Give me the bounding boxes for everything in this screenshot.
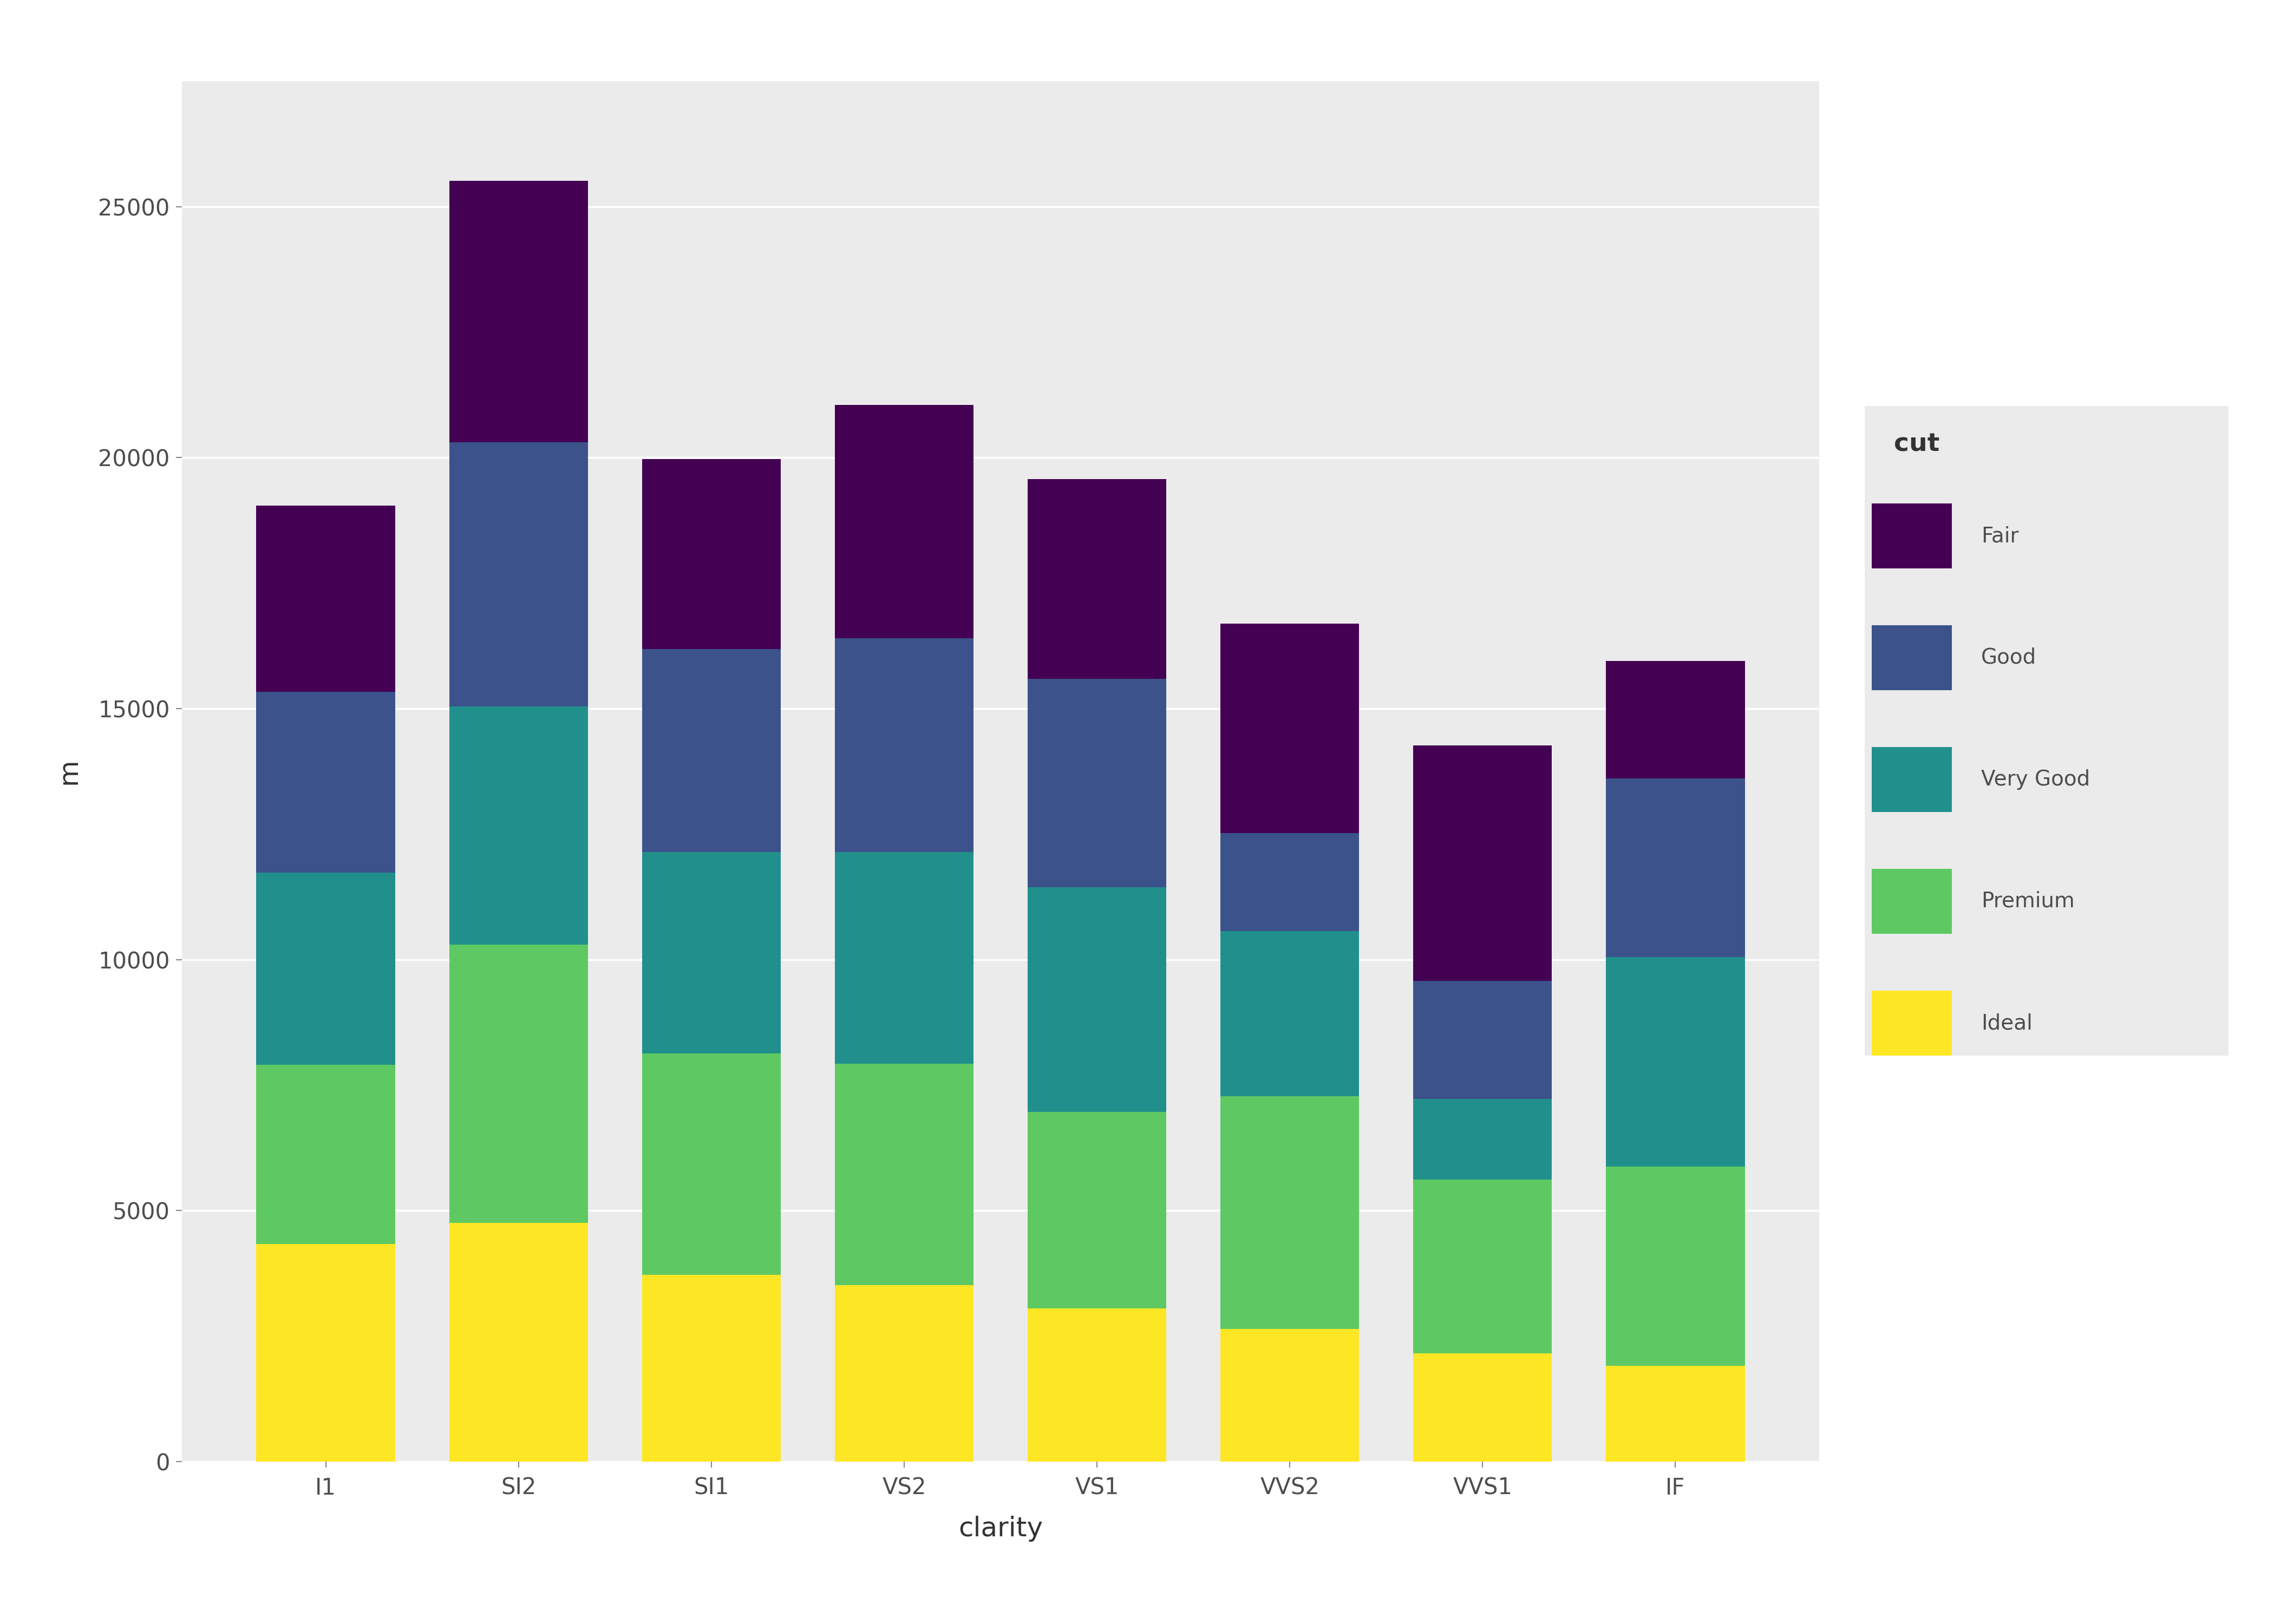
Text: Premium: Premium [1981, 892, 2074, 911]
Bar [1028, 679, 1167, 887]
Y-axis label: m: m [55, 758, 82, 784]
Bar [1605, 661, 1744, 778]
Bar [1028, 887, 1167, 1112]
Text: Very Good: Very Good [1981, 770, 2090, 789]
FancyBboxPatch shape [1872, 869, 1951, 934]
Bar [641, 1054, 780, 1275]
Bar [450, 442, 589, 706]
Bar [1412, 1179, 1551, 1353]
X-axis label: clarity: clarity [957, 1515, 1044, 1541]
Bar [1412, 1099, 1551, 1179]
Bar [1221, 1096, 1360, 1328]
Bar [450, 1223, 589, 1462]
Bar [1221, 624, 1360, 833]
Bar [257, 1065, 396, 1244]
Bar [835, 638, 973, 853]
Bar [1605, 1366, 1744, 1462]
Bar [641, 1275, 780, 1462]
Bar [1412, 1353, 1551, 1462]
Bar [257, 872, 396, 1065]
Bar [1028, 1112, 1167, 1309]
Bar [450, 706, 589, 945]
FancyBboxPatch shape [1872, 747, 1951, 812]
Bar [1221, 833, 1360, 931]
Bar [450, 180, 589, 442]
FancyBboxPatch shape [1872, 503, 1951, 568]
Bar [835, 404, 973, 638]
Bar [835, 853, 973, 1064]
Bar [1028, 1309, 1167, 1462]
Bar [257, 505, 396, 692]
Bar [257, 692, 396, 872]
Bar [1221, 931, 1360, 1096]
Bar [641, 650, 780, 853]
Text: Ideal: Ideal [1981, 1013, 2033, 1033]
Bar [257, 1244, 396, 1462]
Bar [1605, 1166, 1744, 1366]
Bar [1412, 745, 1551, 981]
Bar [450, 945, 589, 1223]
Bar [835, 1064, 973, 1285]
Bar [1028, 479, 1167, 679]
Bar [641, 460, 780, 650]
Bar [835, 1285, 973, 1462]
FancyBboxPatch shape [1872, 991, 1951, 1056]
FancyBboxPatch shape [1872, 625, 1951, 690]
Bar [1412, 981, 1551, 1099]
Bar [641, 853, 780, 1054]
Text: Good: Good [1981, 648, 2038, 667]
Text: cut: cut [1894, 432, 1940, 456]
Bar [1221, 1328, 1360, 1462]
Text: Fair: Fair [1981, 526, 2019, 546]
Bar [1605, 957, 1744, 1166]
Bar [1605, 778, 1744, 957]
